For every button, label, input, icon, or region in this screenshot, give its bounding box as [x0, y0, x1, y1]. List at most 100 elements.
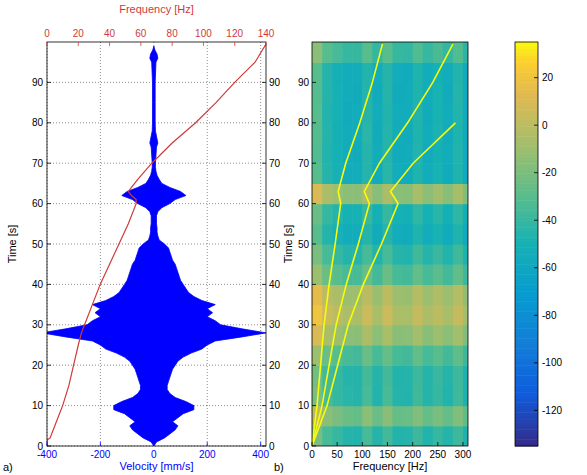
heatmap-cell — [352, 183, 363, 204]
heatmap-cell — [463, 345, 468, 366]
heatmap-cell — [372, 284, 383, 305]
label: 50 — [332, 449, 344, 460]
colorbar-swatch — [515, 332, 538, 336]
heatmap-cell — [312, 42, 323, 63]
colorbar-swatch — [515, 365, 538, 369]
colorbar-swatch — [515, 429, 538, 433]
heatmap-cell — [443, 103, 454, 124]
colorbar-swatch — [515, 204, 538, 208]
colorbar-tick — [534, 172, 538, 173]
heatmap-cell — [352, 163, 363, 184]
heatmap-cell — [322, 42, 333, 63]
heatmap-cell — [393, 365, 404, 386]
colorbar-swatch — [515, 389, 538, 393]
heatmap-cell — [433, 204, 444, 225]
colorbar-swatch — [515, 433, 538, 437]
heatmap-cell — [362, 163, 373, 184]
tick — [262, 203, 266, 204]
heatmap-cell — [312, 163, 323, 184]
heatmap-cell — [463, 62, 468, 83]
tick — [312, 405, 316, 406]
colorbar-swatch — [515, 217, 538, 221]
tick — [262, 405, 266, 406]
heatmap-cell — [352, 325, 363, 346]
colorbar-swatch — [515, 278, 538, 282]
label: -40 — [542, 215, 557, 226]
heatmap-cell — [403, 224, 414, 245]
heatmap-cell — [463, 183, 468, 204]
heatmap-cell — [403, 62, 414, 83]
heatmap-cell — [433, 244, 444, 265]
heatmap-cell — [453, 365, 464, 386]
heatmap-cell — [423, 163, 434, 184]
tick — [47, 324, 51, 325]
heatmap-cell — [332, 103, 343, 124]
colorbar-swatch — [515, 315, 538, 319]
colorbar-swatch — [515, 79, 538, 83]
heatmap-cell — [433, 183, 444, 204]
heatmap-cell — [403, 406, 414, 427]
label: 20 — [32, 360, 44, 371]
heatmap-cell — [393, 325, 404, 346]
velocity-fill — [47, 46, 266, 446]
heatmap-cell — [322, 82, 333, 103]
heatmap-cell — [423, 123, 434, 144]
heatmap-cell — [382, 42, 393, 63]
velocity-envelope — [47, 46, 154, 446]
heatmap-cell — [372, 103, 383, 124]
tick — [47, 203, 51, 204]
heatmap-cell — [382, 426, 393, 446]
label: 0 — [44, 28, 50, 39]
heatmap-cell — [463, 123, 468, 144]
colorbar-swatch — [515, 52, 538, 56]
colorbar-swatch — [515, 133, 538, 137]
heatmap-cell — [312, 305, 323, 326]
heatmap-cell — [403, 204, 414, 225]
heatmap-cell — [413, 163, 424, 184]
label: 40 — [104, 28, 116, 39]
heatmap-cell — [322, 143, 333, 164]
colorbar-swatch — [515, 207, 538, 211]
label: -20 — [542, 167, 557, 178]
colorbar-swatch — [515, 55, 538, 59]
heatmap-cell — [362, 365, 373, 386]
heatmap-cell — [312, 224, 323, 245]
heatmap-cell — [463, 42, 468, 63]
heatmap-cell — [453, 406, 464, 427]
heatmap-cell — [453, 204, 464, 225]
label: 40 — [269, 279, 281, 290]
label: b) — [274, 461, 284, 473]
heatmap-cell — [463, 143, 468, 164]
heatmap-cell — [372, 365, 383, 386]
heatmap-cell — [453, 62, 464, 83]
heatmap-cell — [413, 62, 424, 83]
colorbar-swatch — [515, 298, 538, 302]
heatmap-cell — [393, 163, 404, 184]
heatmap-cell — [342, 224, 353, 245]
colorbar-swatch — [515, 62, 538, 66]
heatmap-cell — [393, 284, 404, 305]
heatmap-cell — [463, 325, 468, 346]
tick — [262, 163, 266, 164]
colorbar-swatch — [515, 126, 538, 130]
heatmap-cell — [453, 284, 464, 305]
heatmap-cell — [413, 204, 424, 225]
heatmap-cell — [352, 426, 363, 446]
colorbar-swatch — [515, 254, 538, 258]
heatmap-cell — [413, 244, 424, 265]
colorbar-swatch — [515, 382, 538, 386]
tick — [312, 446, 316, 447]
heatmap-cell — [352, 365, 363, 386]
grid-line — [47, 163, 266, 164]
tick — [262, 284, 266, 285]
heatmap-cell — [312, 325, 323, 346]
heatmap-cell — [332, 143, 343, 164]
heatmap-cell — [332, 62, 343, 83]
label: -200 — [90, 449, 110, 460]
label: -100 — [542, 357, 562, 368]
heatmap-cell — [332, 345, 343, 366]
grid-line — [100, 42, 101, 446]
heatmap-cell — [423, 103, 434, 124]
heatmap-cell — [342, 183, 353, 204]
heatmap-cell — [372, 123, 383, 144]
